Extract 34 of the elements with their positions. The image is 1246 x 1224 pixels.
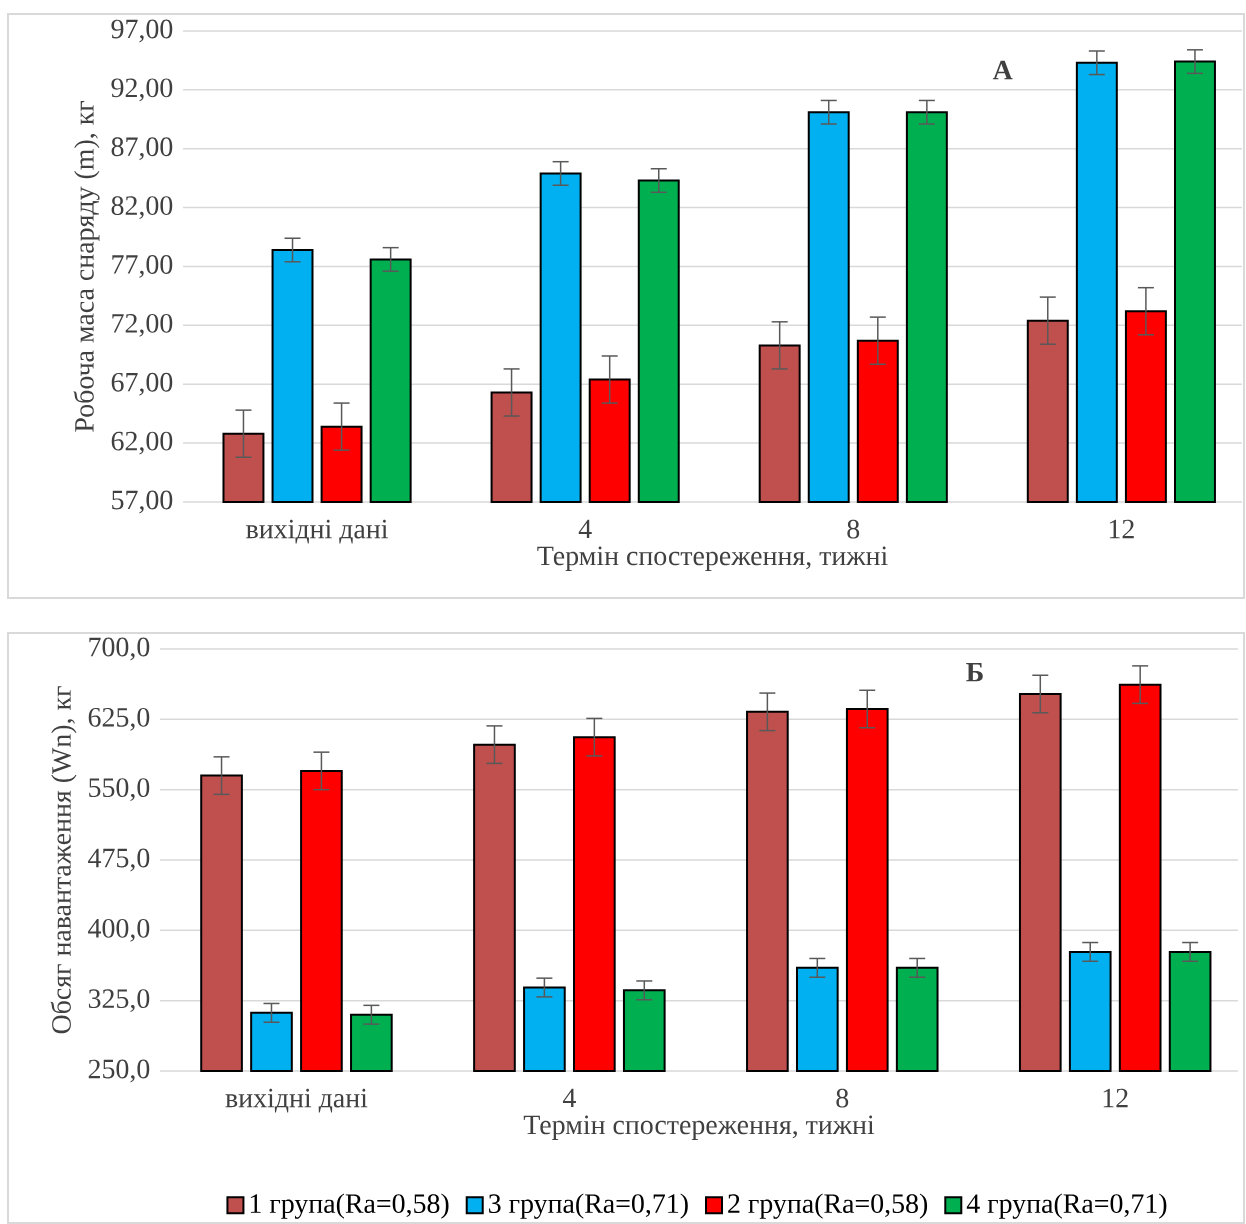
- y-tick-label: 550,0: [89, 778, 150, 802]
- legend-label: 2 група(Ra=0,58): [728, 1193, 928, 1219]
- x-tick-label: 12: [1103, 1088, 1128, 1108]
- y-tick-label: 700,0: [89, 637, 150, 661]
- y-tick-label: 92,00: [111, 78, 173, 102]
- y-tick-label: 57,00: [112, 490, 173, 514]
- y-tick-label: 67,00: [111, 372, 173, 396]
- x-tick-label: 4: [562, 1088, 576, 1108]
- y-tick-label: 77,00: [112, 255, 173, 278]
- y-tick-label: 72,00: [112, 313, 173, 337]
- y-tick-label: 87,00: [111, 137, 173, 161]
- y-tick-label: 62,00: [111, 431, 173, 455]
- x-axis-title: Термін спостереження, тижні: [537, 546, 888, 571]
- y-tick-label: 475,0: [88, 848, 150, 872]
- legend-label: 4 група(Ra=0,71): [966, 1193, 1167, 1219]
- x-tick-label: 12: [1109, 519, 1134, 539]
- y-tick-label: 625,0: [88, 707, 150, 731]
- x-tick-label: вихідні дані: [225, 1088, 368, 1113]
- annotation: Б: [966, 663, 983, 682]
- annotation: А: [992, 60, 1013, 80]
- x-tick-label: 8: [836, 1088, 849, 1108]
- y-tick-label: 400,0: [88, 918, 150, 942]
- y-tick-label: 325,0: [88, 989, 150, 1013]
- legend-label: 1 група(Ra=0,58): [250, 1193, 449, 1219]
- x-tick-label: вихідні дані: [246, 519, 388, 544]
- x-tick-label: 8: [847, 519, 860, 539]
- y-axis-title: Робоча маса снаряду (m), кг: [73, 101, 100, 432]
- y-tick-label: 250,0: [88, 1059, 150, 1083]
- x-tick-label: 4: [578, 519, 592, 539]
- y-tick-label: 97,00: [111, 19, 173, 43]
- x-axis-title: Термін спостереження, тижні: [523, 1115, 875, 1140]
- legend-label: 3 група(Ra=0,71): [489, 1193, 688, 1219]
- y-tick-label: 82,00: [111, 196, 173, 220]
- y-axis-title: Обсяг навантаження (Wn), кг: [50, 686, 77, 1034]
